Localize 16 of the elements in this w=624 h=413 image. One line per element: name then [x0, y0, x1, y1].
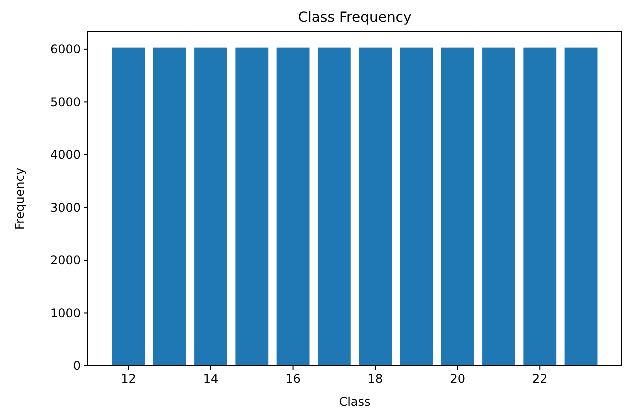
y-tick-label: 1000 — [50, 306, 81, 320]
chart-title: Class Frequency — [298, 10, 412, 26]
x-tick-label: 12 — [121, 372, 136, 386]
y-tick-label: 3000 — [50, 200, 81, 215]
x-axis-title: Class — [339, 395, 371, 409]
x-tick-label: 18 — [368, 372, 384, 386]
y-tick-label: 5000 — [50, 95, 81, 110]
y-tick-label: 0 — [73, 359, 81, 374]
y-tick-label: 2000 — [50, 254, 81, 268]
x-tick-label: 20 — [450, 372, 466, 386]
y-tick-label: 6000 — [50, 42, 81, 57]
y-tick-label: 4000 — [50, 148, 81, 162]
y-axis-title: Frequency — [13, 168, 27, 230]
x-tick-label: 14 — [203, 372, 219, 386]
x-tick-label: 16 — [286, 372, 301, 386]
x-tick-label: 22 — [532, 372, 548, 386]
